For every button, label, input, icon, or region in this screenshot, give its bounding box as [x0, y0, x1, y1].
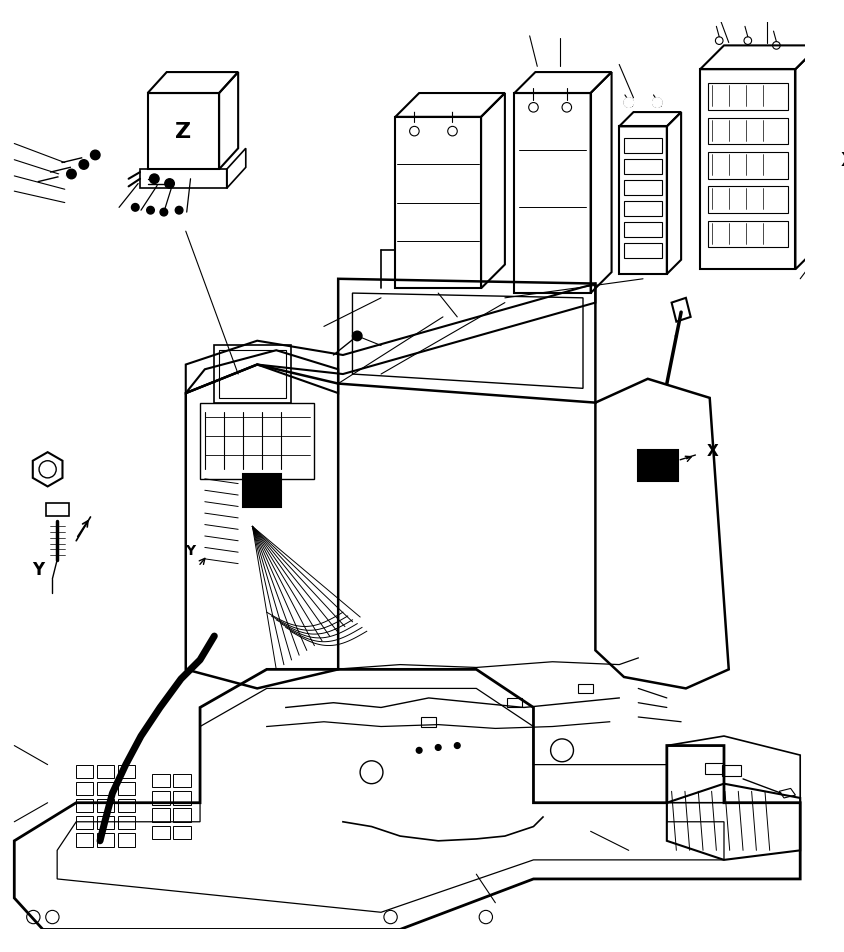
Circle shape: [79, 161, 89, 170]
Circle shape: [352, 332, 361, 342]
Bar: [173, 774, 190, 787]
Circle shape: [448, 105, 456, 112]
Bar: [173, 791, 190, 804]
Bar: [118, 764, 135, 778]
Circle shape: [149, 175, 159, 185]
Circle shape: [160, 209, 167, 217]
Circle shape: [59, 174, 65, 180]
Bar: [577, 684, 592, 693]
Bar: [200, 404, 314, 479]
Bar: [623, 202, 662, 217]
Bar: [704, 763, 723, 774]
Bar: [118, 833, 135, 846]
Bar: [707, 153, 787, 180]
Bar: [97, 833, 114, 846]
Circle shape: [67, 170, 76, 180]
Bar: [76, 816, 93, 829]
Bar: [637, 451, 678, 481]
Circle shape: [410, 105, 418, 112]
Bar: [97, 764, 114, 778]
Bar: [76, 799, 93, 812]
Bar: [623, 223, 662, 238]
Bar: [214, 347, 290, 404]
Text: Z: Z: [175, 122, 192, 142]
Bar: [623, 244, 662, 259]
Bar: [118, 782, 135, 795]
Bar: [420, 717, 436, 726]
Circle shape: [435, 744, 441, 750]
Bar: [623, 139, 662, 154]
Circle shape: [416, 747, 421, 753]
Bar: [76, 764, 93, 778]
Bar: [707, 222, 787, 248]
Bar: [118, 799, 135, 812]
Bar: [722, 764, 740, 776]
Bar: [623, 181, 662, 196]
Bar: [219, 351, 285, 399]
Bar: [97, 782, 114, 795]
Circle shape: [90, 151, 100, 161]
Text: Y: Y: [185, 544, 195, 558]
Bar: [707, 119, 787, 146]
Bar: [46, 503, 68, 516]
Bar: [152, 774, 170, 787]
Text: Y: Y: [32, 561, 44, 579]
Bar: [707, 85, 787, 111]
Circle shape: [72, 165, 77, 170]
Circle shape: [83, 155, 89, 161]
Circle shape: [454, 743, 460, 748]
Bar: [118, 816, 135, 829]
Circle shape: [175, 208, 182, 215]
Bar: [707, 188, 787, 214]
Bar: [819, 47, 844, 247]
Circle shape: [165, 180, 174, 189]
Bar: [506, 698, 522, 707]
Bar: [152, 808, 170, 822]
Bar: [173, 825, 190, 839]
Bar: [152, 825, 170, 839]
Circle shape: [623, 99, 633, 109]
Bar: [76, 833, 93, 846]
Bar: [152, 791, 170, 804]
Bar: [97, 816, 114, 829]
Bar: [173, 808, 190, 822]
Text: X: X: [706, 444, 717, 458]
Bar: [623, 160, 662, 175]
Bar: [97, 799, 114, 812]
Bar: [242, 475, 281, 507]
Circle shape: [652, 99, 662, 109]
Circle shape: [132, 205, 139, 212]
Bar: [76, 782, 93, 795]
Text: X: X: [839, 150, 844, 169]
Circle shape: [147, 208, 154, 215]
